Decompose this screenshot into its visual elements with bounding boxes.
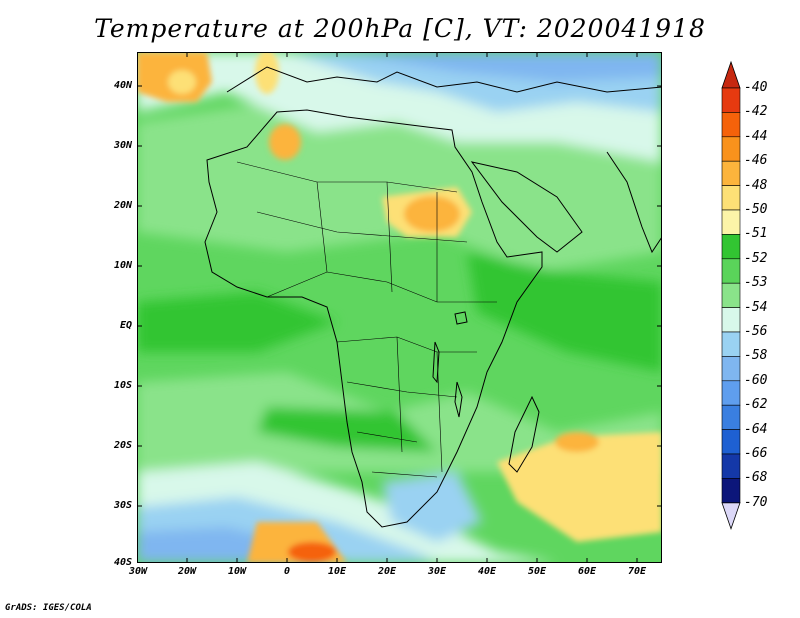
lon-label-40e: 40E [477, 566, 497, 577]
colorbar-segment [721, 185, 741, 211]
colorbar-tick-label: -50 [744, 202, 768, 217]
colorbar-tick-label: -40 [744, 80, 768, 95]
colorbar-tick-label: -52 [744, 250, 768, 266]
footer-credit: GrADS: IGES/COLA [5, 603, 92, 613]
colorbar-tick-label: -56 [744, 324, 768, 339]
colorbar-segment [721, 404, 741, 430]
colorbar-segment [721, 209, 741, 235]
colorbar-segment [721, 429, 741, 455]
dark-green-band-west [137, 292, 337, 352]
temperature-map [137, 52, 662, 563]
colorbar-segment [721, 380, 741, 406]
lat-label-eq: EQ [119, 320, 132, 331]
warm-patch-iberia [255, 52, 279, 94]
lon-label-10e: 10E [327, 566, 347, 577]
dark-green-band [467, 252, 662, 372]
colorbar-segment [721, 258, 741, 284]
colorbar-segment [721, 331, 741, 357]
lat-label-20n: 20N [113, 200, 132, 211]
lat-label-30n: 30N [113, 140, 132, 151]
map-border [137, 52, 662, 563]
lat-label-10s: 10S [113, 380, 132, 391]
colorbar-segment [721, 87, 741, 113]
lon-label-30e: 30E [427, 566, 447, 577]
colorbar-segment [721, 160, 741, 186]
madagascar-coastline [508, 395, 540, 473]
lon-label-50e: 50E [527, 566, 547, 577]
lon-label-60e: 60E [577, 566, 597, 577]
warm-core-sudan [404, 196, 460, 232]
colorbar-segment [721, 112, 741, 138]
colorbar [721, 60, 741, 531]
colorbar-segment [721, 478, 741, 504]
colorbar-tick-label: -51 [744, 226, 768, 242]
axis-ticks [137, 52, 662, 563]
cold-band-southafrica [382, 472, 482, 542]
lon-label-70e: 70E [627, 566, 647, 577]
colorbar-tick-label: -42 [744, 104, 768, 120]
colorbar-segment [721, 453, 741, 479]
colorbar-tick-label: -46 [744, 153, 768, 169]
lat-label-30s: 30S [113, 500, 132, 511]
colorbar-segment [721, 282, 741, 308]
colorbar-tick-label: -58 [744, 348, 768, 364]
colorbar-tick-label: -54 [744, 299, 768, 315]
warm-core-indian-ocean [555, 432, 599, 452]
lon-label-20w: 20W [177, 566, 197, 577]
lon-label-30w: 30W [128, 566, 148, 577]
colorbar-arrow-top [721, 60, 741, 89]
europe-coastline [226, 66, 662, 93]
warm-core-northwest [168, 70, 196, 94]
colorbar-tick-label: -60 [744, 372, 768, 388]
lon-label-0: 0 [283, 566, 291, 577]
colorbar-tick-label: -68 [744, 470, 768, 486]
colorbar-tick-label: -62 [744, 397, 768, 413]
lake-victoria [454, 311, 468, 325]
colorbar-tick-label: -64 [744, 421, 768, 437]
warm-patch-indian-ocean [497, 432, 662, 542]
colder-band-north [337, 52, 662, 82]
colorbar-arrow-bottom [721, 502, 741, 531]
lat-label-40n: 40N [113, 80, 132, 91]
dark-green-band-south [257, 407, 437, 452]
lon-label-10w: 10W [227, 566, 247, 577]
africa-coastline [204, 109, 543, 528]
colorbar-tick-label: -53 [744, 275, 768, 291]
lake-tanganyika [432, 341, 440, 384]
colorbar-tick-label: -66 [744, 446, 768, 461]
lat-label-40s: 40S [113, 557, 132, 568]
map-title: Temperature at 200hPa [C], VT: 202004191… [94, 14, 706, 43]
arabia-coastline [470, 161, 583, 253]
lon-label-20e: 20E [377, 566, 397, 577]
warm-patch-atlas [269, 124, 301, 160]
colorbar-segment [721, 136, 741, 162]
country-borders [236, 161, 497, 478]
india-coastline [606, 151, 662, 254]
lat-label-20s: 20S [113, 440, 132, 451]
colorbar-segment [721, 307, 741, 333]
colorbar-tick-label: -70 [744, 494, 768, 510]
warm-core-south-atlantic [288, 542, 336, 562]
colorbar-tick-label: -44 [744, 128, 768, 144]
colorbar-tick-label: -48 [744, 177, 768, 193]
colorbar-segment [721, 356, 741, 382]
colorbar-segment [721, 234, 741, 260]
lat-label-10n: 10N [113, 260, 132, 271]
lake-malawi [454, 381, 463, 418]
